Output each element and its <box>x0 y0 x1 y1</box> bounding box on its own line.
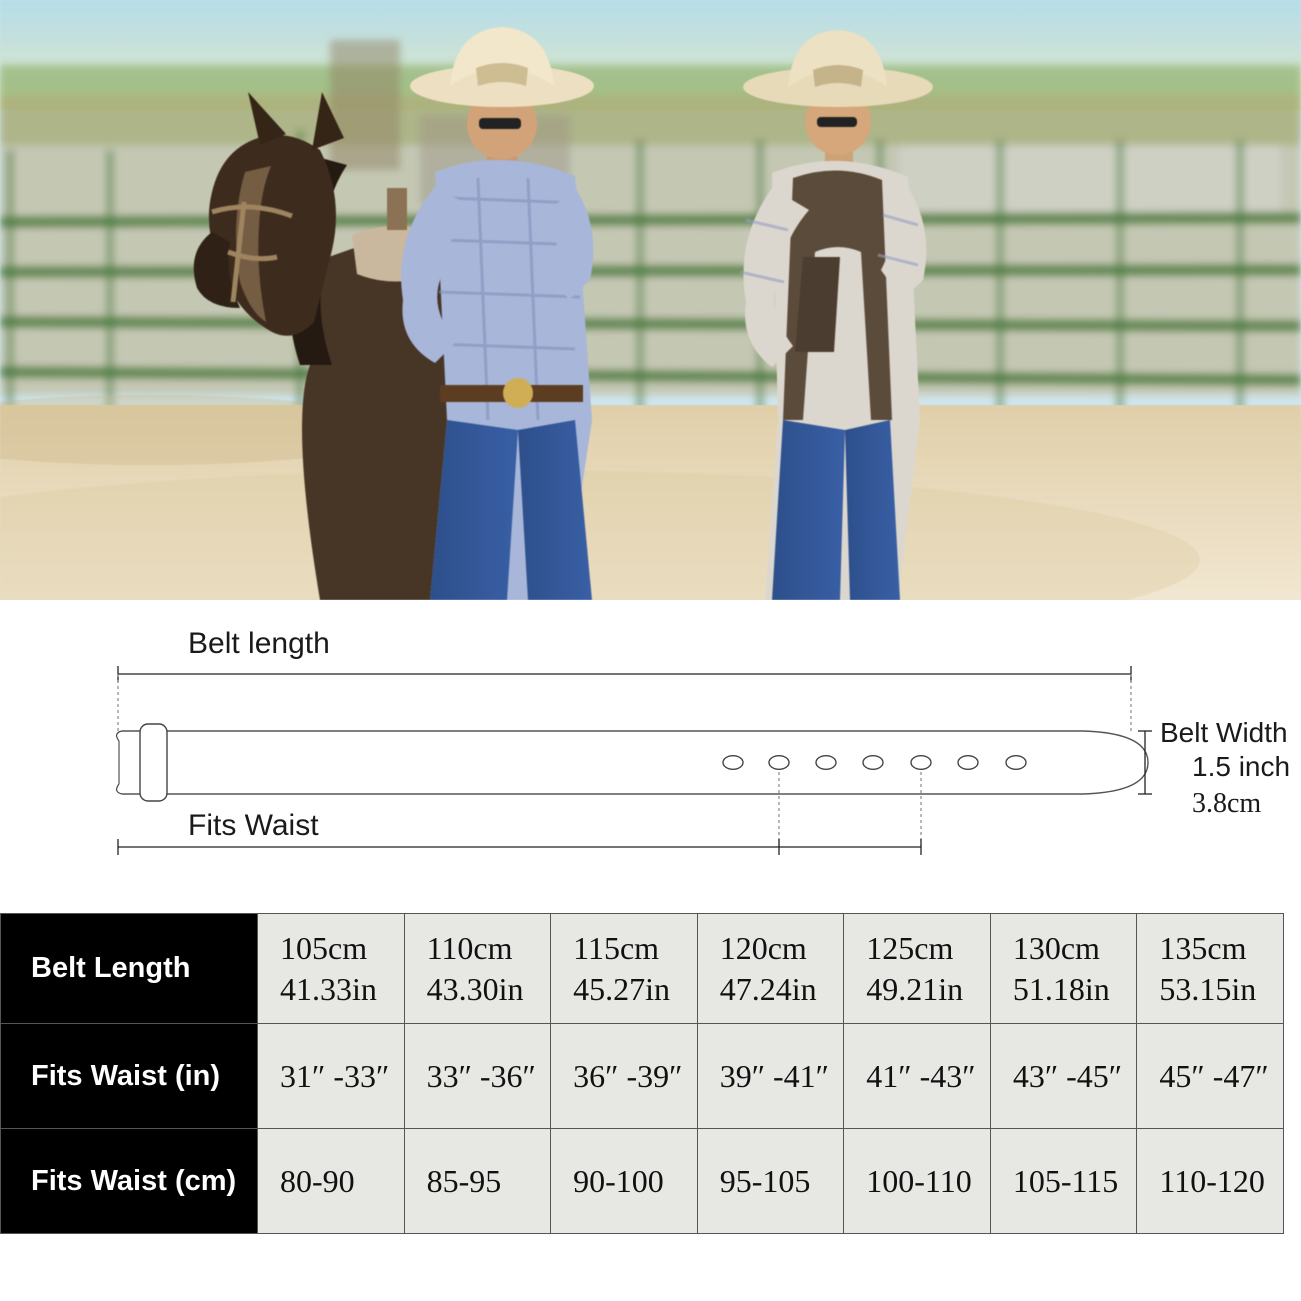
svg-text:3.8cm: 3.8cm <box>1192 788 1261 819</box>
svg-text:1.5 inch: 1.5 inch <box>1192 751 1290 782</box>
svg-text:Fits Waist: Fits Waist <box>188 809 319 842</box>
svg-text:Belt length: Belt length <box>188 627 330 660</box>
svg-text:Belt Width: Belt Width <box>1160 717 1288 748</box>
